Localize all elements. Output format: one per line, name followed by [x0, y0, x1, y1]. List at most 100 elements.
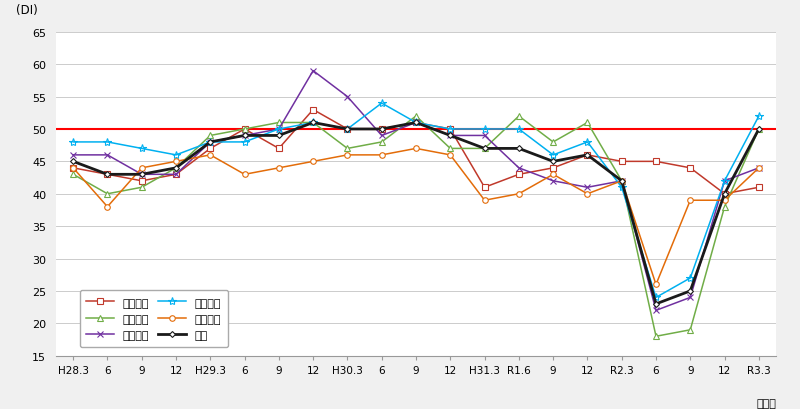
県央地域 [548, 140, 558, 145]
鹿行地域 [548, 179, 558, 184]
全県 [68, 160, 78, 164]
鹿行地域 [171, 173, 181, 178]
全県 [686, 289, 695, 294]
県北地域 [446, 127, 455, 132]
県南地域 [617, 185, 626, 190]
全県 [171, 166, 181, 171]
鹿行地域 [411, 121, 421, 126]
全県 [411, 121, 421, 126]
全県 [137, 173, 146, 178]
県西地域 [171, 160, 181, 164]
県央地域 [582, 121, 592, 126]
県央地域 [754, 127, 764, 132]
県北地域 [171, 173, 181, 178]
県央地域 [274, 121, 284, 126]
全県 [102, 173, 112, 178]
県西地域 [720, 198, 730, 203]
県西地域 [446, 153, 455, 158]
鹿行地域 [754, 166, 764, 171]
Line: 県西地域: 県西地域 [70, 146, 762, 288]
鹿行地域 [308, 69, 318, 74]
Text: （月）: （月） [756, 398, 776, 408]
県北地域 [342, 127, 352, 132]
県南地域 [446, 127, 455, 132]
県南地域 [274, 127, 284, 132]
全県 [617, 179, 626, 184]
県央地域 [480, 146, 490, 151]
全県 [342, 127, 352, 132]
県西地域 [102, 205, 112, 210]
県央地域 [137, 185, 146, 190]
県西地域 [342, 153, 352, 158]
県北地域 [206, 146, 215, 151]
鹿行地域 [617, 179, 626, 184]
県西地域 [411, 146, 421, 151]
県北地域 [240, 127, 250, 132]
鹿行地域 [651, 308, 661, 313]
県西地域 [308, 160, 318, 164]
県北地域 [617, 160, 626, 164]
鹿行地域 [274, 127, 284, 132]
県北地域 [102, 173, 112, 178]
県西地域 [68, 166, 78, 171]
鹿行地域 [102, 153, 112, 158]
全県 [308, 121, 318, 126]
全県 [651, 302, 661, 307]
鹿行地域 [206, 140, 215, 145]
全県 [480, 146, 490, 151]
県北地域 [514, 173, 524, 178]
鹿行地域 [446, 134, 455, 139]
鹿行地域 [377, 134, 386, 139]
県南地域 [411, 121, 421, 126]
県西地域 [137, 166, 146, 171]
Line: 全県: 全県 [71, 121, 761, 306]
県西地域 [514, 192, 524, 197]
鹿行地域 [137, 173, 146, 178]
県北地域 [582, 153, 592, 158]
県北地域 [720, 192, 730, 197]
県南地域 [171, 153, 181, 158]
県央地域 [102, 192, 112, 197]
県南地域 [308, 121, 318, 126]
県央地域 [617, 179, 626, 184]
県央地域 [686, 328, 695, 333]
県央地域 [342, 146, 352, 151]
県央地域 [377, 140, 386, 145]
県西地域 [582, 192, 592, 197]
Line: 鹿行地域: 鹿行地域 [70, 68, 762, 314]
全県 [377, 127, 386, 132]
県北地域 [68, 166, 78, 171]
県北地域 [377, 127, 386, 132]
県南地域 [548, 153, 558, 158]
県南地域 [480, 127, 490, 132]
全県 [206, 140, 215, 145]
全県 [240, 134, 250, 139]
県西地域 [274, 166, 284, 171]
全県 [582, 153, 592, 158]
全県 [446, 134, 455, 139]
鹿行地域 [720, 179, 730, 184]
県西地域 [480, 198, 490, 203]
県南地域 [68, 140, 78, 145]
県南地域 [377, 101, 386, 106]
県西地域 [240, 173, 250, 178]
県南地域 [720, 179, 730, 184]
県南地域 [582, 140, 592, 145]
県南地域 [651, 295, 661, 300]
県南地域 [240, 140, 250, 145]
全県 [514, 146, 524, 151]
県北地域 [411, 121, 421, 126]
県南地域 [206, 140, 215, 145]
全県 [548, 160, 558, 164]
鹿行地域 [686, 295, 695, 300]
県央地域 [68, 173, 78, 178]
県南地域 [686, 276, 695, 281]
県央地域 [411, 114, 421, 119]
県南地域 [514, 127, 524, 132]
Line: 県央地域: 県央地域 [70, 114, 762, 339]
鹿行地域 [342, 95, 352, 100]
鹿行地域 [68, 153, 78, 158]
県央地域 [514, 114, 524, 119]
県西地域 [617, 179, 626, 184]
県北地域 [137, 179, 146, 184]
